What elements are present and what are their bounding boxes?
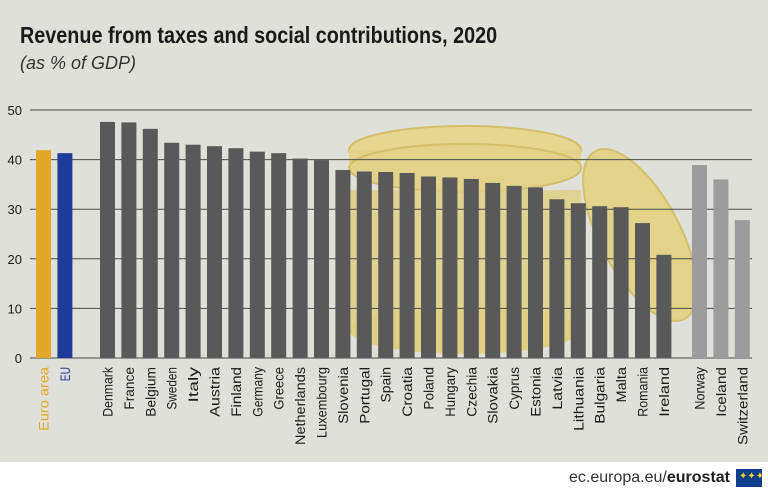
- x-label-germany: Germany: [250, 367, 265, 417]
- x-label-spain: Spain: [379, 367, 394, 403]
- x-label-czechia: Czechia: [464, 367, 479, 417]
- bar-luxembourg: [314, 160, 329, 358]
- bar-cyprus: [506, 185, 522, 358]
- bar-netherlands: [292, 158, 308, 358]
- bar-finland: [228, 148, 244, 358]
- x-label-netherlands: Netherlands: [293, 367, 308, 445]
- bar-poland: [421, 176, 436, 358]
- x-label-sweden: Sweden: [165, 367, 180, 410]
- x-label-luxembourg: Luxembourg: [315, 367, 330, 438]
- bar-ireland: [656, 254, 672, 358]
- y-tick-label: 0: [15, 351, 22, 366]
- bar-euro-area: [36, 150, 51, 358]
- bar-czechia: [463, 178, 479, 358]
- bar-latvia: [549, 199, 565, 358]
- x-label-slovakia: Slovakia: [486, 366, 501, 423]
- bar-belgium: [142, 128, 158, 358]
- bar-denmark: [100, 121, 115, 359]
- bar-estonia: [528, 187, 543, 358]
- x-label-switzerland: Switzerland: [735, 367, 750, 445]
- eu-flag-icon: ✦✦✦: [736, 469, 764, 487]
- bar-spain: [378, 172, 394, 358]
- x-label-denmark: Denmark: [101, 367, 116, 417]
- bar-portugal: [356, 171, 372, 358]
- x-label-croatia: Croatia: [400, 366, 415, 416]
- x-label-euro-area: Euro area: [37, 366, 52, 430]
- bar-series: [36, 121, 750, 359]
- x-label-romania: Romania: [636, 367, 651, 417]
- bar-switzerland: [734, 220, 750, 358]
- y-tick-label: 50: [8, 103, 22, 118]
- x-label-poland: Poland: [422, 367, 437, 410]
- footer-source[interactable]: ec.europa.eu/eurostat: [569, 469, 730, 487]
- x-label-belgium: Belgium: [143, 367, 158, 417]
- y-tick-label: 20: [8, 252, 22, 267]
- x-label-ireland: Ireland: [657, 367, 672, 417]
- bar-iceland: [713, 179, 729, 358]
- x-label-austria: Austria: [208, 366, 223, 416]
- footer-site: ec.europa.eu/: [569, 469, 667, 486]
- footer-brand: eurostat: [666, 469, 730, 486]
- x-label-slovenia: Slovenia: [336, 366, 351, 423]
- chart-title: Revenue from taxes and social contributi…: [20, 22, 498, 48]
- bar-slovenia: [335, 170, 351, 358]
- x-label-norway: Norway: [693, 367, 708, 410]
- bar-malta: [613, 207, 629, 358]
- x-label-hungary: Hungary: [443, 367, 458, 417]
- bar-eu: [57, 153, 73, 358]
- y-axis-tick-labels: 0 10 20 30 40 50: [8, 103, 22, 366]
- bar-france: [121, 122, 137, 359]
- x-label-latvia: Latvia: [550, 366, 565, 409]
- x-label-estonia: Estonia: [529, 366, 544, 416]
- x-axis-category-labels: Euro area EU Denmark France Belgium Sweden Ita…: [37, 366, 751, 445]
- x-label-eu: EU: [58, 367, 73, 381]
- x-label-greece: Greece: [272, 367, 287, 410]
- bar-norway: [692, 165, 707, 358]
- y-tick-label: 40: [8, 153, 22, 168]
- bar-greece: [271, 153, 287, 358]
- bar-italy: [185, 144, 201, 358]
- chart-subtitle: (as % of GDP): [20, 53, 137, 73]
- bar-germany: [249, 151, 265, 358]
- x-label-cyprus: Cyprus: [507, 367, 522, 410]
- bar-hungary: [442, 177, 458, 358]
- x-label-bulgaria: Bulgaria: [593, 366, 608, 423]
- bar-austria: [207, 146, 222, 358]
- bar-chart: 0 10 20 30 40 50 Euro area EU Denmark France Belg…: [8, 103, 752, 445]
- y-tick-label: 30: [8, 202, 22, 217]
- x-label-portugal: Portugal: [357, 367, 372, 424]
- x-label-finland: Finland: [229, 367, 244, 417]
- x-label-italy: Italy: [186, 367, 201, 403]
- x-label-malta: Malta: [614, 366, 629, 402]
- bar-bulgaria: [592, 206, 608, 358]
- bar-sweden: [164, 142, 180, 358]
- x-label-france: France: [122, 367, 137, 410]
- bar-slovakia: [485, 182, 501, 358]
- footer: ec.europa.eu/eurostat ✦✦✦: [0, 462, 768, 494]
- bar-romania: [635, 223, 650, 358]
- bar-lithuania: [570, 203, 586, 358]
- bar-croatia: [399, 172, 415, 358]
- y-tick-label: 10: [8, 301, 22, 316]
- x-label-lithuania: Lithuania: [571, 366, 586, 430]
- x-label-iceland: Iceland: [714, 367, 729, 417]
